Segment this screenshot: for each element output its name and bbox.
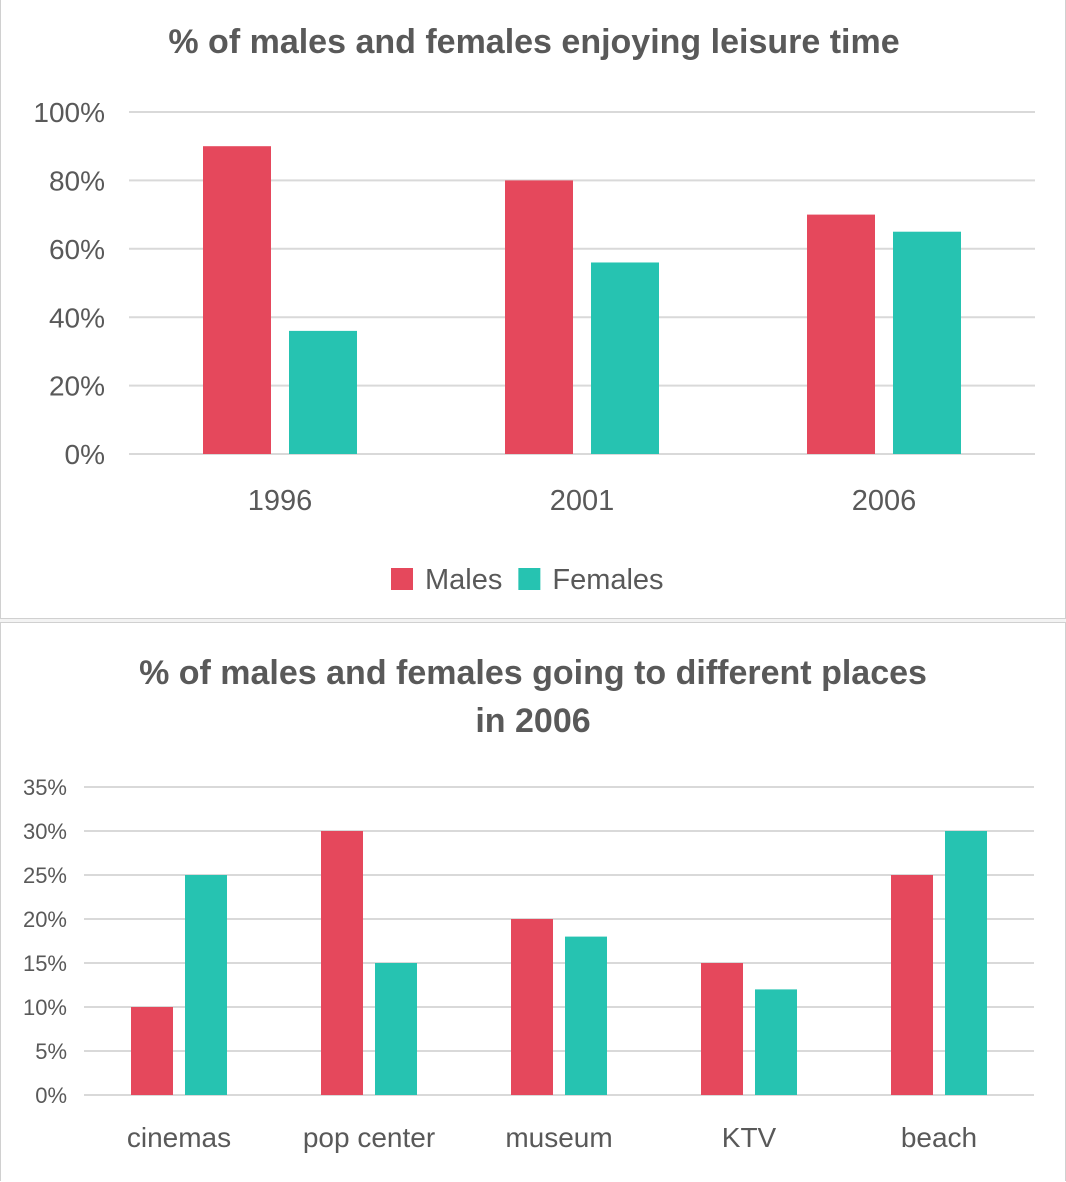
bar-females-2006 [893,231,961,454]
bar-females-2001 [591,262,659,454]
x-tick-label: KTV [722,1122,777,1153]
y-tick-label: 40% [49,302,105,333]
legend-label-males: Males [425,564,502,596]
chart-leisure-time: % of males and females enjoying leisure … [33,23,1035,596]
bar-females-1996 [289,330,357,454]
x-tick-label: pop center [303,1122,435,1153]
y-tick-label: 20% [49,371,105,402]
y-tick-label: 35% [23,775,67,800]
x-tick-label: 2001 [550,485,615,517]
chart-title: % of males and females enjoying leisure … [168,23,899,61]
legend-swatch-females [518,568,541,590]
y-tick-label: 30% [23,819,67,844]
legend-swatch-males [391,568,413,590]
y-tick-label: 60% [49,234,105,265]
x-tick-label: museum [505,1122,612,1153]
panel-divider [0,619,1066,622]
bar-males-1996 [203,146,271,454]
bar-females-pop-center [375,963,417,1095]
bar-females-beach [945,831,987,1095]
bar-females-ktv [755,989,797,1095]
y-tick-label: 0% [35,1083,67,1108]
y-tick-label: 15% [23,951,67,976]
bar-males-beach [891,875,933,1095]
x-tick-label: beach [901,1122,977,1153]
y-tick-label: 5% [35,1039,67,1064]
bar-males-ktv [701,963,743,1095]
x-tick-label: 2006 [852,485,917,517]
y-tick-label: 20% [23,907,67,932]
bar-females-cinemas [185,875,227,1095]
bar-males-pop-center [321,831,363,1095]
legend-label-females: Females [552,564,663,596]
x-tick-label: 1996 [248,485,313,517]
bar-males-2001 [505,180,573,454]
bar-females-museum [565,936,607,1095]
y-tick-label: 25% [23,863,67,888]
y-tick-label: 10% [23,995,67,1020]
bar-males-museum [511,919,553,1095]
chart-title: in 2006 [475,702,590,740]
y-tick-label: 100% [33,97,105,128]
y-tick-label: 80% [49,165,105,196]
bar-males-cinemas [131,1007,173,1095]
chart-places-2006: % of males and females going to differen… [23,654,1034,1153]
chart-panel-leisure: % of males and females enjoying leisure … [0,0,1066,619]
bar-males-2006 [807,214,875,454]
x-tick-label: cinemas [127,1122,231,1153]
chart-title: % of males and females going to differen… [139,654,927,692]
y-tick-label: 0% [65,439,105,470]
chart-panel-places: % of males and females going to differen… [0,622,1066,1181]
